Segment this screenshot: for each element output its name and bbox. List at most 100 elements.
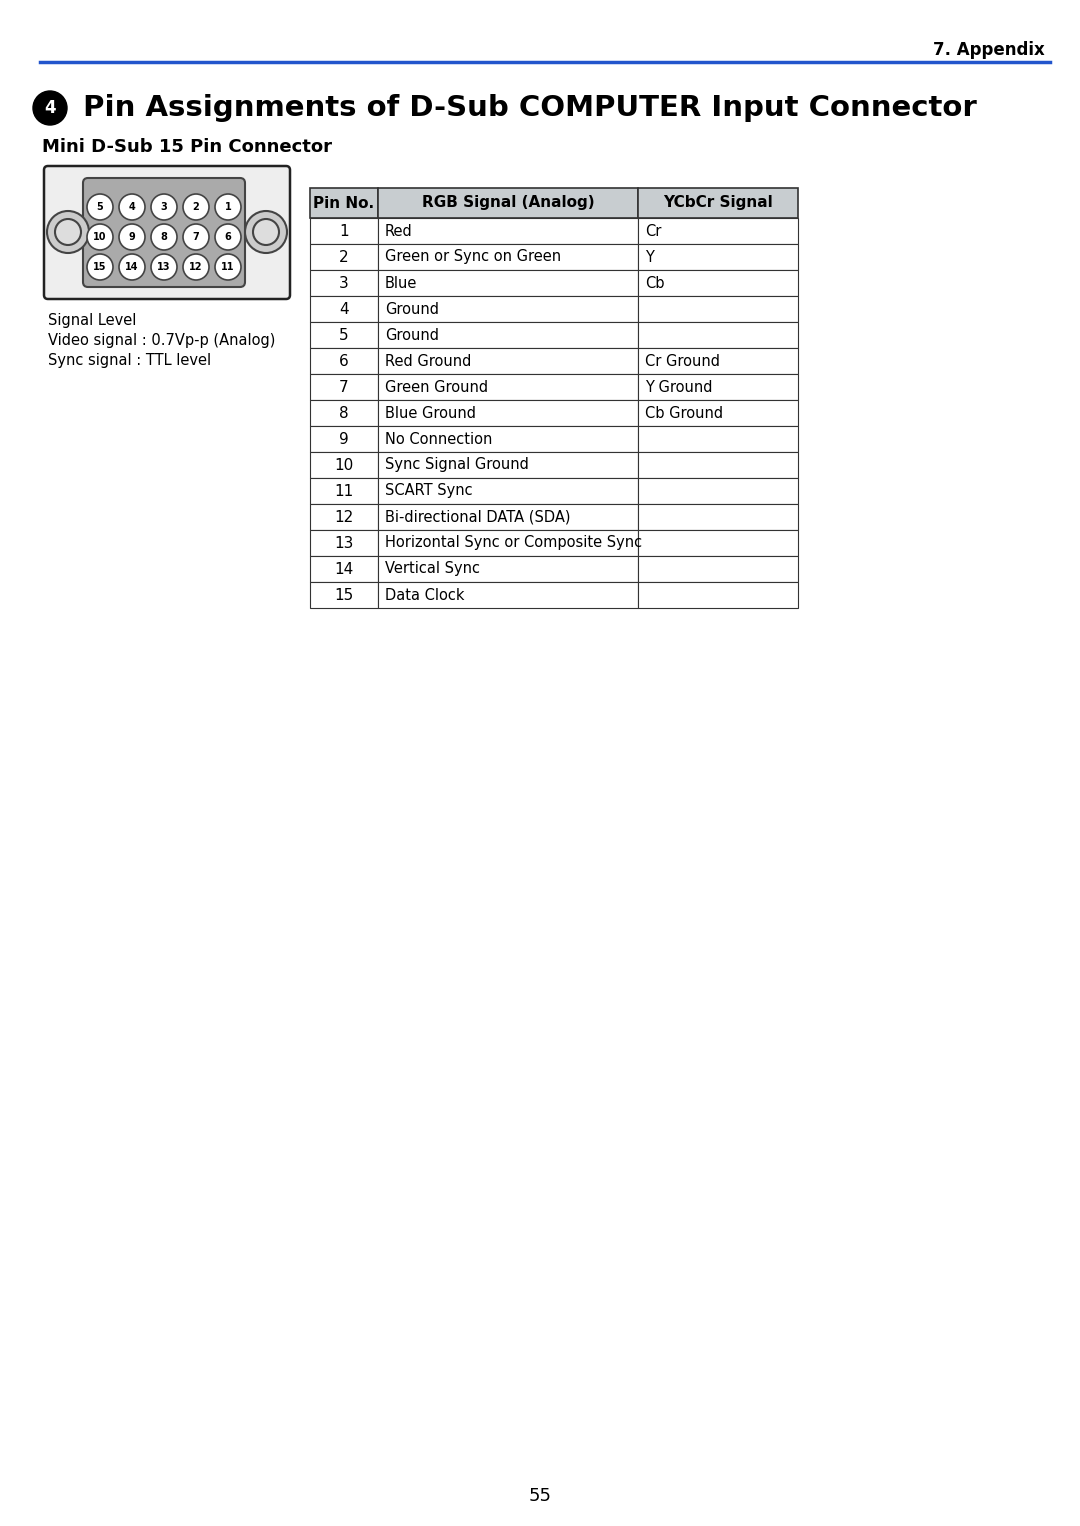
Text: 4: 4 bbox=[44, 99, 56, 118]
Circle shape bbox=[87, 253, 113, 279]
Bar bbox=[638, 374, 798, 400]
Circle shape bbox=[151, 253, 177, 279]
FancyBboxPatch shape bbox=[44, 166, 291, 299]
Text: Ground: Ground bbox=[384, 328, 438, 342]
Bar bbox=[378, 530, 638, 555]
Circle shape bbox=[245, 211, 287, 253]
Text: Y: Y bbox=[645, 249, 653, 264]
Circle shape bbox=[215, 253, 241, 279]
Bar bbox=[638, 530, 798, 555]
Text: 4: 4 bbox=[339, 302, 349, 316]
Circle shape bbox=[87, 224, 113, 250]
Text: Cr: Cr bbox=[645, 223, 661, 238]
Text: Cb Ground: Cb Ground bbox=[645, 406, 724, 421]
Text: 2: 2 bbox=[339, 249, 349, 264]
Text: 9: 9 bbox=[339, 432, 349, 447]
Bar bbox=[310, 478, 378, 504]
Bar bbox=[638, 504, 798, 530]
Text: 7. Appendix: 7. Appendix bbox=[933, 41, 1045, 60]
Bar bbox=[310, 218, 378, 244]
Text: 7: 7 bbox=[192, 232, 200, 243]
Bar bbox=[310, 296, 378, 322]
Text: 14: 14 bbox=[125, 262, 138, 272]
Bar bbox=[310, 426, 378, 452]
Bar bbox=[378, 581, 638, 607]
Text: 3: 3 bbox=[161, 201, 167, 212]
Circle shape bbox=[151, 224, 177, 250]
Bar bbox=[378, 348, 638, 374]
Text: 10: 10 bbox=[335, 458, 353, 473]
Bar bbox=[310, 452, 378, 478]
Bar bbox=[378, 322, 638, 348]
Text: 6: 6 bbox=[339, 354, 349, 368]
Text: 7: 7 bbox=[339, 380, 349, 395]
Circle shape bbox=[48, 211, 89, 253]
Bar bbox=[638, 555, 798, 581]
Circle shape bbox=[87, 194, 113, 220]
Bar bbox=[310, 581, 378, 607]
Text: 13: 13 bbox=[158, 262, 171, 272]
Bar bbox=[638, 322, 798, 348]
Text: 6: 6 bbox=[225, 232, 231, 243]
Text: 1: 1 bbox=[339, 223, 349, 238]
FancyBboxPatch shape bbox=[83, 179, 245, 287]
Bar bbox=[378, 270, 638, 296]
Text: 15: 15 bbox=[335, 588, 353, 603]
Text: No Connection: No Connection bbox=[384, 432, 492, 447]
Text: 14: 14 bbox=[335, 562, 353, 577]
Bar bbox=[378, 504, 638, 530]
Bar bbox=[378, 400, 638, 426]
Bar bbox=[638, 270, 798, 296]
Bar bbox=[638, 348, 798, 374]
Bar bbox=[378, 296, 638, 322]
Circle shape bbox=[253, 220, 279, 246]
Circle shape bbox=[215, 194, 241, 220]
Text: 55: 55 bbox=[528, 1486, 552, 1505]
Circle shape bbox=[183, 224, 210, 250]
Bar bbox=[310, 504, 378, 530]
Bar bbox=[310, 270, 378, 296]
Text: Blue: Blue bbox=[384, 276, 417, 290]
Text: 1: 1 bbox=[225, 201, 231, 212]
Text: Data Clock: Data Clock bbox=[384, 588, 464, 603]
Bar bbox=[638, 478, 798, 504]
Text: RGB Signal (Analog): RGB Signal (Analog) bbox=[421, 195, 594, 211]
Bar bbox=[310, 188, 378, 218]
Text: 8: 8 bbox=[161, 232, 167, 243]
Text: 8: 8 bbox=[339, 406, 349, 421]
Text: 3: 3 bbox=[339, 276, 349, 290]
Text: Video signal : 0.7Vp-p (Analog): Video signal : 0.7Vp-p (Analog) bbox=[48, 333, 275, 348]
Text: 10: 10 bbox=[93, 232, 107, 243]
Text: Pin Assignments of D-Sub COMPUTER Input Connector: Pin Assignments of D-Sub COMPUTER Input … bbox=[73, 95, 976, 122]
Text: Bi-directional DATA (SDA): Bi-directional DATA (SDA) bbox=[384, 510, 570, 525]
Text: 5: 5 bbox=[96, 201, 104, 212]
Text: Sync signal : TTL level: Sync signal : TTL level bbox=[48, 353, 211, 368]
Text: Y Ground: Y Ground bbox=[645, 380, 713, 395]
Bar bbox=[310, 374, 378, 400]
Text: 15: 15 bbox=[93, 262, 107, 272]
Text: 4: 4 bbox=[129, 201, 135, 212]
Bar bbox=[638, 244, 798, 270]
Text: 2: 2 bbox=[192, 201, 200, 212]
Circle shape bbox=[183, 194, 210, 220]
Circle shape bbox=[183, 253, 210, 279]
Text: Blue Ground: Blue Ground bbox=[384, 406, 476, 421]
Text: Red: Red bbox=[384, 223, 413, 238]
Bar bbox=[638, 452, 798, 478]
Text: Cb: Cb bbox=[645, 276, 664, 290]
Text: Vertical Sync: Vertical Sync bbox=[384, 562, 480, 577]
Text: Ground: Ground bbox=[384, 302, 438, 316]
Bar bbox=[378, 218, 638, 244]
Text: Cr Ground: Cr Ground bbox=[645, 354, 720, 368]
Bar bbox=[378, 478, 638, 504]
Text: Horizontal Sync or Composite Sync: Horizontal Sync or Composite Sync bbox=[384, 536, 643, 551]
Bar bbox=[310, 555, 378, 581]
Text: Green Ground: Green Ground bbox=[384, 380, 488, 395]
Text: 12: 12 bbox=[335, 510, 353, 525]
Text: Red Ground: Red Ground bbox=[384, 354, 471, 368]
Circle shape bbox=[119, 224, 145, 250]
Bar bbox=[378, 426, 638, 452]
Bar bbox=[378, 374, 638, 400]
Bar bbox=[378, 452, 638, 478]
Text: Signal Level: Signal Level bbox=[48, 313, 136, 328]
